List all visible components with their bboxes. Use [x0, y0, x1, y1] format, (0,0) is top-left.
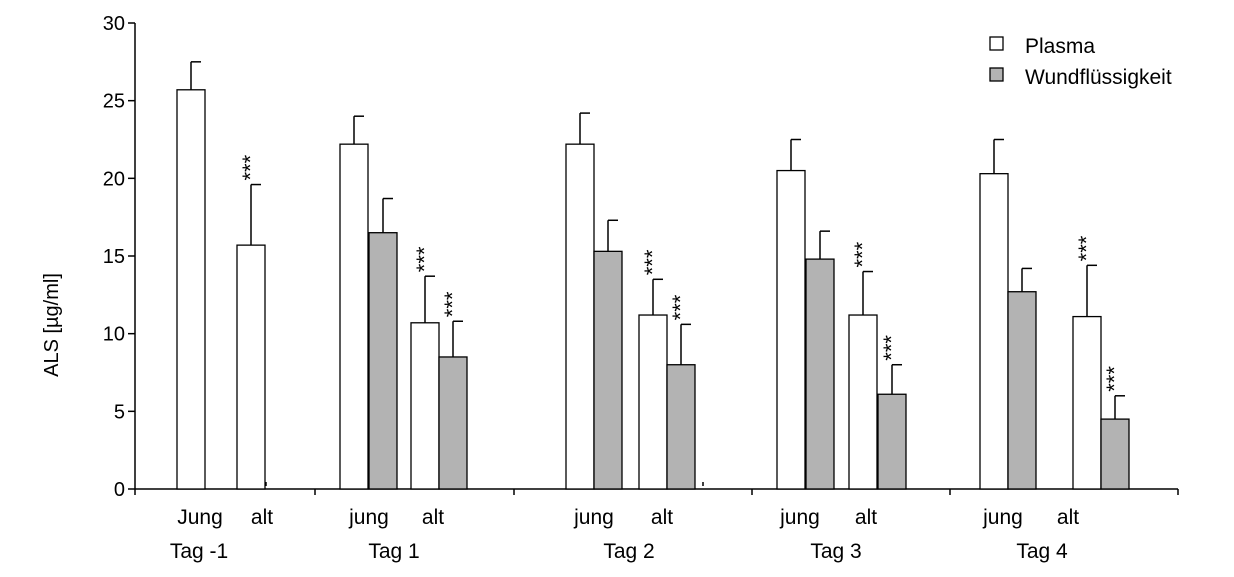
legend: Plasma Wundflüssigkeit: [989, 35, 1172, 89]
bar: [666, 364, 696, 490]
significance-label: ***: [440, 291, 465, 317]
bar: [1072, 315, 1102, 490]
x-category-label: jung: [982, 506, 1023, 529]
significance-label: ***: [1074, 235, 1099, 261]
bar: [805, 258, 835, 490]
x-group-label: Tag -1: [170, 540, 228, 563]
bar: [877, 393, 907, 490]
bar: [1007, 291, 1037, 490]
y-tick-label: 0: [114, 479, 125, 501]
x-category-label: alt: [855, 506, 877, 529]
significance-label: ***: [1102, 366, 1127, 392]
x-category-label: alt: [651, 506, 673, 529]
bar: [410, 322, 440, 490]
x-group-label: Tag 1: [368, 540, 419, 563]
y-tick-label: 25: [103, 91, 125, 113]
significance-label: ***: [412, 246, 437, 272]
legend-label: Plasma: [1025, 35, 1095, 58]
x-group-label: Tag 4: [1016, 540, 1068, 563]
bars: ***************************: [176, 61, 1130, 490]
bar: [638, 314, 668, 490]
x-group-label: Tag 2: [603, 540, 654, 563]
significance-label: ***: [879, 335, 904, 361]
x-category-label: jung: [573, 506, 614, 529]
y-tick-label: 20: [103, 168, 125, 190]
x-category-label: alt: [251, 506, 273, 529]
y-tick-label: 30: [103, 13, 125, 35]
x-category-label: alt: [422, 506, 444, 529]
bar: [339, 143, 369, 490]
y-tick-label: 15: [103, 246, 125, 268]
legend-swatch: [989, 36, 1004, 51]
significance-label: ***: [640, 249, 665, 275]
y-tick-label: 10: [103, 324, 125, 346]
bar: [565, 143, 595, 490]
bar: [438, 356, 468, 490]
significance-label: ***: [668, 294, 693, 320]
x-category-label: alt: [1057, 506, 1079, 529]
significance-label: ***: [238, 154, 263, 180]
bar: [176, 89, 206, 490]
bar: [979, 173, 1009, 490]
x-category-label: jung: [779, 506, 820, 529]
bar: [1100, 418, 1130, 490]
significance-label: ***: [850, 241, 875, 267]
y-axis-label: ALS [µg/ml]: [41, 273, 63, 377]
bar: [776, 169, 806, 490]
bar: [593, 250, 623, 490]
bar: [848, 314, 878, 490]
legend-label: Wundflüssigkeit: [1025, 66, 1172, 89]
legend-swatch: [989, 67, 1004, 82]
bar: [236, 244, 266, 490]
x-group-label: Tag 3: [810, 540, 861, 563]
x-category-label: jung: [348, 506, 389, 529]
bar: [368, 232, 398, 490]
x-category-label: Jung: [177, 506, 223, 529]
y-tick-label: 5: [114, 401, 125, 423]
